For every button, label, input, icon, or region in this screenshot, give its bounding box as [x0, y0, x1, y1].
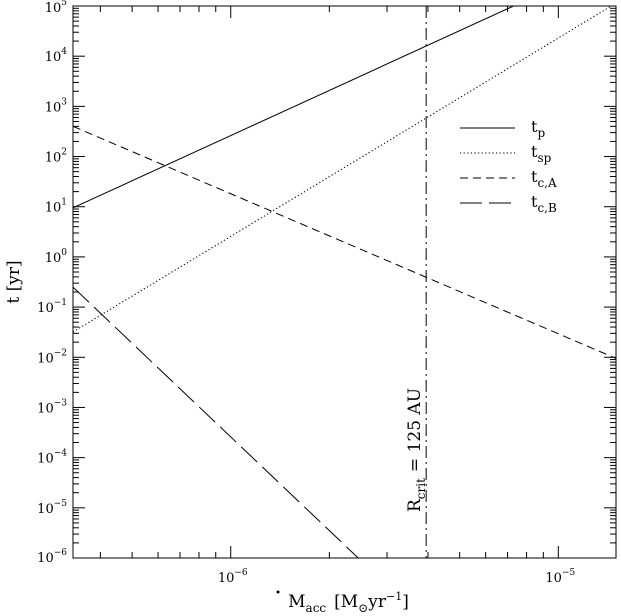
y-tick-label-exp: −4: [54, 449, 68, 459]
legend-label-main: t: [531, 117, 538, 136]
y-axis-title: t [yr]: [4, 260, 24, 303]
y-tick-label-exp: −6: [54, 548, 68, 558]
y-tick-label-exp: 3: [61, 97, 67, 107]
x-axis-title: Macc [M⊙yr−1]: [288, 590, 409, 615]
y-tick-label-base: 10: [37, 401, 54, 416]
x-tick-label: 10−5: [545, 568, 575, 586]
y-tick-label-base: 10: [45, 151, 62, 166]
y-tick-label: 10−4: [37, 449, 67, 467]
y-tick-label: 102: [45, 148, 67, 166]
y-tick-label: 105: [45, 0, 68, 16]
x-tick-label-base: 10: [545, 571, 562, 586]
y-tick-label: 10−6: [37, 548, 67, 566]
y-tick-label-base: 10: [37, 351, 54, 366]
x-tick-label-base: 10: [218, 571, 235, 586]
x-axis-title-units: [M: [334, 592, 358, 612]
y-tick-label: 10−3: [37, 398, 67, 416]
y-tick-label-base: 10: [45, 1, 62, 16]
y-tick-label: 10−5: [37, 499, 67, 517]
x-axis-title-units-rest: yr: [367, 592, 387, 612]
x-axis-title-units-sub: ⊙: [358, 601, 368, 615]
y-tick-label: 10−2: [37, 348, 67, 366]
legend-label-main: t: [531, 192, 538, 211]
y-tick-label: 10−1: [37, 298, 67, 316]
y-tick-label-base: 10: [45, 251, 62, 266]
y-tick-label: 101: [45, 198, 67, 216]
x-tick-label-exp: −5: [562, 568, 576, 578]
x-axis-title-main: M: [288, 592, 305, 612]
y-tick-label-base: 10: [37, 452, 54, 467]
y-tick-label-exp: −1: [54, 298, 67, 308]
y-tick-label: 103: [45, 97, 68, 115]
legend-label-main: t: [531, 167, 538, 186]
x-tick-labels: 10−6 10−5: [218, 568, 576, 586]
y-tick-label-exp: −5: [54, 499, 68, 509]
y-tick-label: 100: [45, 248, 68, 266]
annotation-rest: = 125 AU: [405, 388, 425, 472]
legend-label-sub: p: [537, 126, 545, 140]
legend-label-sub: c,A: [537, 176, 557, 190]
y-tick-label-exp: −2: [54, 348, 67, 358]
x-axis-title-dot: [276, 590, 280, 594]
x-tick-label-exp: −6: [234, 568, 248, 578]
x-tick-label: 10−6: [218, 568, 248, 586]
legend-label-main: t: [531, 142, 538, 161]
y-tick-label-base: 10: [45, 50, 62, 65]
y-tick-label-exp: −3: [54, 398, 68, 408]
y-tick-label-exp: 0: [61, 248, 67, 258]
series-line-t-c-b: [73, 286, 359, 558]
y-tick-label-base: 10: [45, 100, 62, 115]
legend-label: tc,A: [531, 167, 557, 190]
y-tick-label: 104: [45, 47, 68, 65]
critical-radius-annotation: Rcrit = 125 AU: [405, 388, 428, 512]
y-tick-label-base: 10: [45, 201, 62, 216]
y-tick-label-exp: 4: [61, 47, 67, 57]
ticks-layer: [73, 5, 616, 559]
y-tick-label-exp: 1: [61, 198, 67, 208]
y-tick-labels: 10−610−510−410−310−210−11001011021031041…: [37, 0, 67, 566]
series-layer: [73, 6, 616, 558]
legend-label: tsp: [531, 142, 552, 165]
y-tick-label-exp: 2: [61, 148, 67, 158]
plot-frame: [72, 5, 617, 559]
y-tick-label-exp: 5: [61, 0, 67, 8]
series-line-t-sp: [73, 6, 612, 333]
x-axis-title-units-sup: −1: [386, 590, 402, 603]
series-line-t-p: [73, 6, 514, 209]
legend-label-sub: sp: [537, 151, 551, 165]
x-axis-title-sub: acc: [306, 601, 327, 615]
series-line-t-c-a: [73, 125, 616, 359]
annotation-main: R: [405, 498, 425, 512]
legend-label-sub: c,B: [537, 201, 557, 215]
x-axis-title-units-end: ]: [402, 592, 409, 612]
y-tick-label-base: 10: [37, 502, 54, 517]
y-tick-label-base: 10: [37, 551, 54, 566]
y-tick-label-base: 10: [37, 301, 54, 316]
annotation-sub: crit: [414, 478, 428, 499]
legend-label: tc,B: [531, 192, 557, 215]
legend-label: tp: [531, 117, 545, 140]
